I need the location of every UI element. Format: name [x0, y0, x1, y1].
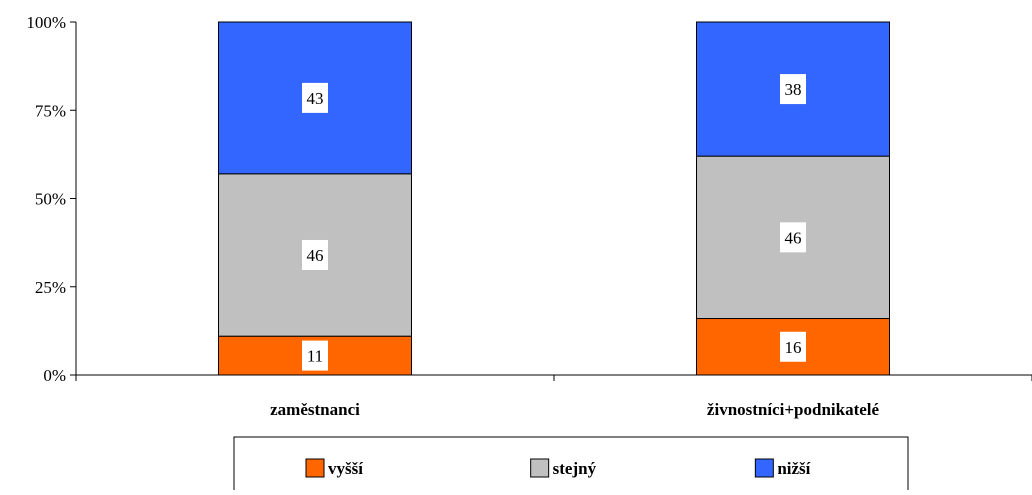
data-label: 38	[785, 80, 802, 99]
legend: vyšší stejný nižší	[233, 436, 909, 495]
legend-swatch	[530, 458, 550, 478]
legend-swatch	[754, 458, 774, 478]
data-label-box	[780, 331, 806, 362]
legend-box	[233, 436, 909, 495]
y-tick-label: 50%	[35, 190, 66, 209]
y-tick-label: 0%	[43, 366, 66, 385]
data-label-box	[780, 74, 806, 105]
data-label-box	[302, 340, 328, 371]
legend-swatch	[305, 458, 325, 478]
data-label: 16	[785, 338, 802, 357]
x-tick-label: zaměstnanci	[270, 400, 360, 419]
data-label: 43	[307, 89, 324, 108]
data-label-box	[302, 82, 328, 113]
data-label-box	[780, 222, 806, 253]
x-tick-label: živnostníci+podnikatelé	[707, 400, 880, 419]
data-label: 11	[307, 347, 323, 366]
y-tick-label: 100%	[26, 13, 66, 32]
legend-label: vyšší	[328, 459, 363, 478]
data-label: 46	[785, 228, 802, 247]
data-label: 46	[307, 246, 324, 265]
y-tick-label: 25%	[35, 278, 66, 297]
data-labels-layer: 11 46 43 16 46 38	[302, 74, 806, 371]
legend-label: nižší	[777, 459, 810, 478]
data-label-box	[302, 239, 328, 270]
y-tick-label: 75%	[35, 101, 66, 120]
axes-layer: 0% 25% 50% 75% 100% zaměstnanci živnostníci+po…	[26, 13, 1032, 419]
legend-label: stejný	[553, 459, 597, 478]
